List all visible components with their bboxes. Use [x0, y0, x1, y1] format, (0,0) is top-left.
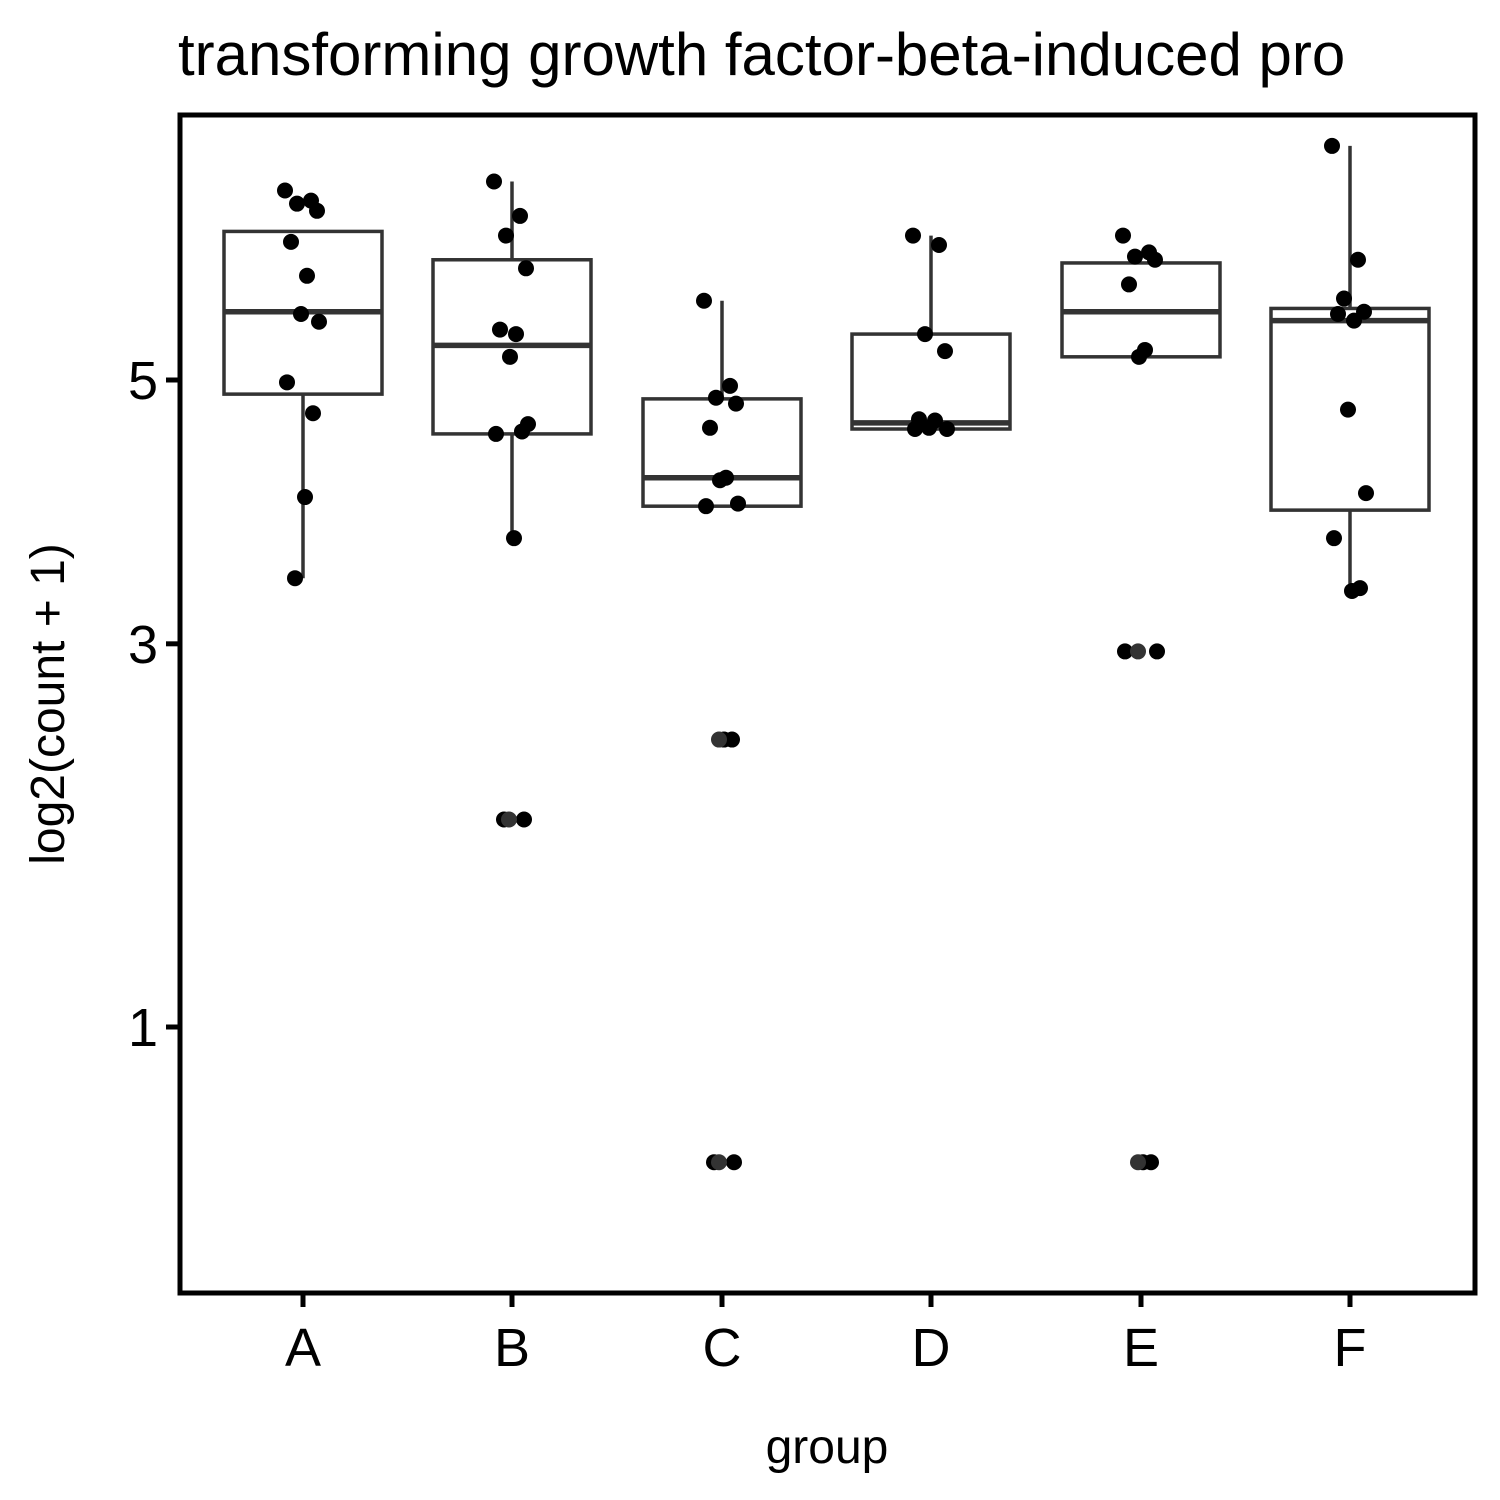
data-point	[305, 405, 321, 422]
data-point	[508, 326, 524, 343]
outlier-point	[501, 811, 517, 828]
outliers-C	[711, 731, 727, 1171]
data-point	[498, 227, 514, 244]
box-E	[1060, 261, 1222, 359]
points-D	[905, 227, 955, 438]
y-tick-label: 5	[128, 351, 158, 411]
data-point	[726, 1154, 742, 1171]
data-point	[730, 495, 746, 512]
x-axis-title: group	[766, 1421, 889, 1474]
x-tick-label: C	[703, 1318, 742, 1378]
points-layer	[277, 137, 1374, 1171]
data-point	[708, 389, 724, 406]
outlier-point	[711, 731, 727, 748]
data-point	[728, 395, 744, 412]
y-tick-label: 1	[128, 998, 158, 1058]
iqr-box	[641, 397, 803, 508]
data-point	[293, 305, 309, 322]
plot-panel-border	[177, 112, 1478, 1296]
data-point	[502, 348, 518, 365]
data-point	[1330, 305, 1346, 322]
data-point	[492, 321, 508, 338]
data-point	[907, 421, 923, 438]
box-D	[850, 235, 1012, 431]
data-point	[698, 498, 714, 515]
data-point	[1131, 348, 1147, 365]
data-point	[1336, 290, 1352, 307]
outliers-E	[1130, 643, 1146, 1171]
data-point	[1358, 485, 1374, 502]
outlier-point	[1130, 643, 1146, 660]
data-point	[722, 377, 738, 394]
data-point	[297, 489, 313, 506]
data-point	[518, 260, 534, 277]
data-point	[1115, 227, 1131, 244]
data-point	[309, 202, 325, 219]
data-point	[486, 173, 502, 190]
data-point	[516, 811, 532, 828]
data-point	[283, 233, 299, 250]
data-point	[712, 472, 728, 489]
x-tick-label: E	[1123, 1318, 1159, 1378]
data-point	[921, 419, 937, 436]
chart-title: transforming growth factor-beta-induced …	[178, 21, 1345, 88]
x-tick-label: B	[494, 1318, 530, 1378]
data-point	[277, 182, 293, 199]
data-point	[512, 207, 528, 224]
x-tick-label: D	[912, 1318, 951, 1378]
data-point	[1149, 643, 1165, 660]
data-point	[1324, 137, 1340, 154]
outlier-point	[1130, 1154, 1146, 1171]
data-point	[1346, 312, 1362, 329]
data-point	[488, 425, 504, 442]
points-A	[277, 182, 327, 587]
data-point	[937, 343, 953, 360]
y-tick-label: 3	[128, 615, 158, 675]
y-axis: 1 3 5	[128, 351, 180, 1058]
data-point	[1121, 276, 1137, 293]
box-C	[641, 300, 803, 508]
data-point	[1326, 530, 1342, 547]
data-point	[905, 227, 921, 244]
x-tick-label: F	[1334, 1318, 1367, 1378]
box-B	[431, 181, 593, 539]
data-point	[1127, 248, 1143, 265]
box-F	[1269, 145, 1431, 591]
data-point	[287, 570, 303, 587]
points-E	[1115, 227, 1165, 1171]
data-point	[931, 236, 947, 253]
data-point	[1340, 401, 1356, 418]
data-point	[1344, 582, 1360, 599]
data-point	[299, 267, 315, 284]
data-point	[917, 326, 933, 343]
points-F	[1324, 137, 1374, 599]
data-point	[311, 313, 327, 330]
data-point	[514, 423, 530, 440]
data-point	[279, 374, 295, 391]
box-A	[222, 229, 384, 579]
data-point	[696, 292, 712, 309]
x-tick-label: A	[285, 1318, 321, 1378]
data-point	[506, 530, 522, 547]
data-point	[1147, 251, 1163, 268]
data-point	[702, 419, 718, 436]
boxes-layer	[222, 145, 1431, 591]
points-B	[486, 173, 536, 828]
y-axis-title: log2(count + 1)	[22, 543, 75, 865]
x-axis: A B C D E F	[285, 1293, 1367, 1378]
outliers-B	[501, 811, 517, 828]
data-point	[1350, 251, 1366, 268]
outlier-point	[711, 1154, 727, 1171]
data-point	[289, 195, 305, 212]
data-point	[1117, 643, 1133, 660]
data-point	[939, 421, 955, 438]
